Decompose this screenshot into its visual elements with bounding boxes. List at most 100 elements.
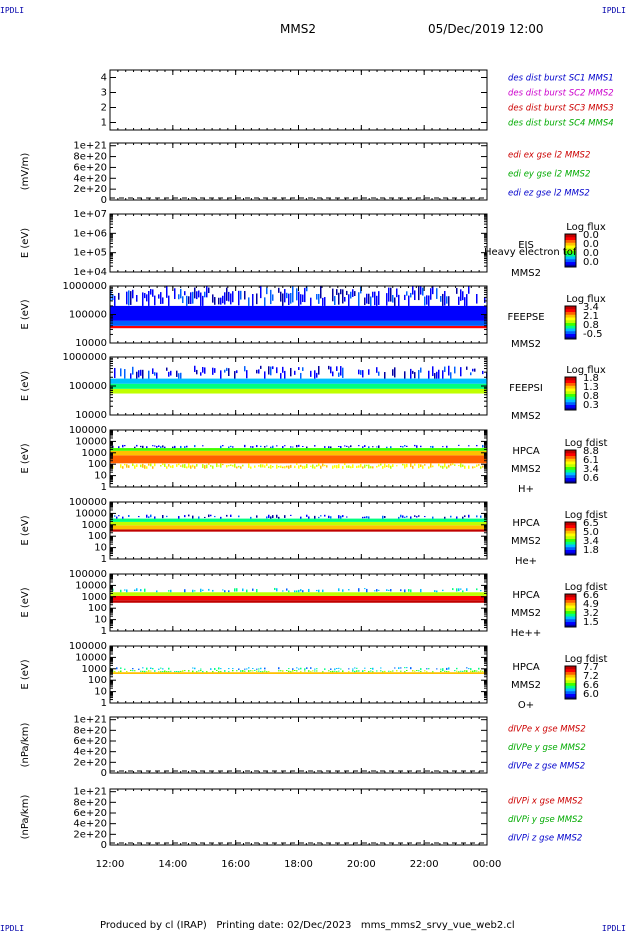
- spectrogram-speckle: [244, 670, 246, 672]
- time-tick-label: 12:00: [96, 859, 125, 870]
- spectrogram-speckle: [278, 667, 280, 670]
- spectrogram-speckle: [158, 671, 160, 673]
- spectrogram-speckle: [340, 668, 342, 670]
- spectrogram-speckle: [184, 589, 186, 593]
- spectrogram-speckle: [386, 446, 388, 449]
- spectrogram-speckle: [208, 588, 210, 591]
- spectrogram-speckle: [170, 589, 172, 593]
- spectrogram-speckle: [480, 590, 482, 592]
- spectrogram-speckle: [424, 516, 426, 518]
- spectrogram-speckle: [142, 445, 144, 449]
- spectrogram-speckle: [454, 670, 456, 672]
- spectrogram-speckle: [260, 286, 262, 299]
- spectrogram-speckle: [154, 463, 156, 467]
- spectrogram-speckle: [162, 445, 164, 448]
- spectrogram-speckle: [468, 514, 470, 518]
- spectrogram-speckle: [292, 286, 294, 303]
- spectrogram-speckle: [268, 366, 270, 375]
- spectrogram-speckle: [172, 465, 174, 469]
- colorbar-step: [565, 333, 576, 337]
- spectrogram-speckle: [180, 288, 182, 299]
- spectrogram-speckle: [226, 287, 228, 301]
- y-tick-label: 10000: [75, 652, 107, 663]
- colorbar-tick-label: 3.2: [583, 608, 599, 619]
- colorbar-step: [565, 458, 576, 462]
- colorbar-step: [565, 679, 576, 683]
- spectrogram-speckle: [276, 445, 278, 447]
- y-tick-label: 10000: [75, 580, 107, 591]
- spectrogram-speckle: [362, 670, 364, 673]
- spectrogram-speckle: [164, 463, 166, 467]
- spectrogram-speckle: [458, 444, 460, 446]
- spectrogram-speckle: [406, 669, 408, 671]
- spectrogram-speckle: [146, 514, 148, 518]
- datetime-title: 05/Dec/2019 12:00: [428, 22, 544, 36]
- spectrogram-speckle: [402, 463, 404, 466]
- spectrogram-speckle: [198, 290, 200, 298]
- spectrogram-speckle: [158, 294, 160, 299]
- spectrogram-speckle: [406, 515, 408, 518]
- spectrogram-speckle: [392, 670, 394, 672]
- colorbar-frame: [564, 449, 577, 484]
- spectrogram-speckle: [218, 297, 220, 305]
- spectrogram-speckle: [378, 464, 380, 467]
- spectrogram-speckle: [314, 370, 316, 379]
- spectrogram-speckle: [332, 670, 334, 673]
- spectrogram-speckle: [314, 445, 316, 447]
- spectrogram-speckle: [364, 516, 366, 519]
- y-axis-label: E (eV): [20, 587, 31, 617]
- y-tick-label: 10: [94, 615, 107, 626]
- spectrogram-speckle: [394, 297, 396, 306]
- spectrogram-speckle: [296, 590, 298, 593]
- spectrogram-speckle: [118, 515, 120, 517]
- spectrogram-speckle: [158, 445, 160, 447]
- spectrogram-speckle: [482, 465, 484, 468]
- y-tick-label: 1: [101, 482, 107, 493]
- y-tick-label: 1: [101, 626, 107, 637]
- spectrogram-speckle: [194, 667, 196, 670]
- legend-entry: edi ey gse l2 MMS2: [508, 170, 590, 180]
- spectrogram-speckle: [250, 516, 252, 519]
- spectrogram-speckle: [336, 671, 338, 673]
- spectrogram-speckle: [296, 288, 298, 301]
- spectrogram-speckle: [114, 670, 116, 673]
- spectrogram-speckle: [140, 670, 142, 672]
- spectrogram-speckle: [208, 287, 210, 294]
- spectrogram-speckle: [278, 670, 280, 672]
- spectrogram-speckle: [252, 293, 254, 306]
- spectrogram-speckle: [258, 670, 260, 672]
- species-label: He++: [511, 628, 541, 639]
- spectrogram-speckle: [366, 464, 368, 467]
- spectrogram-speckle: [314, 668, 316, 670]
- legend-entry: des dist burst SC3 MMS3: [508, 104, 614, 114]
- spectrogram-speckle: [398, 294, 400, 306]
- spectrogram-speckle: [462, 590, 464, 593]
- spectrogram-speckle: [254, 669, 256, 671]
- spectrogram-speckle: [346, 290, 348, 296]
- spectrogram-speckle: [160, 667, 162, 669]
- spectrogram-speckle: [200, 292, 202, 306]
- spectrogram-speckle: [364, 667, 366, 669]
- spectrogram-speckle: [386, 465, 388, 467]
- y-tick-label: 100000: [69, 425, 107, 436]
- spacecraft-label: MMS2: [511, 536, 541, 547]
- colorbar-step: [565, 538, 576, 542]
- spectrogram-speckle: [306, 667, 308, 669]
- spectrogram-speckle: [324, 668, 326, 670]
- spectrogram-speckle: [398, 667, 400, 669]
- spectrogram-speckle: [214, 368, 216, 373]
- spectrogram-speckle: [374, 291, 376, 306]
- spectrogram-speckle: [168, 667, 170, 670]
- spectrogram-speckle: [342, 670, 344, 673]
- y-tick-label: 1000: [82, 520, 107, 531]
- spectrogram-speckle: [174, 445, 176, 449]
- y-tick-label: 1e+04: [73, 267, 107, 278]
- spectrogram-speckle: [264, 371, 266, 379]
- spectrogram-speckle: [364, 445, 366, 447]
- spectrogram-speckle: [368, 293, 370, 305]
- spectrogram-speckle: [370, 670, 372, 672]
- spectrogram-speckle: [234, 463, 236, 468]
- spectrogram-speckle: [314, 515, 316, 519]
- spectrogram-speckle: [232, 464, 234, 467]
- spectrogram-speckle: [410, 368, 412, 379]
